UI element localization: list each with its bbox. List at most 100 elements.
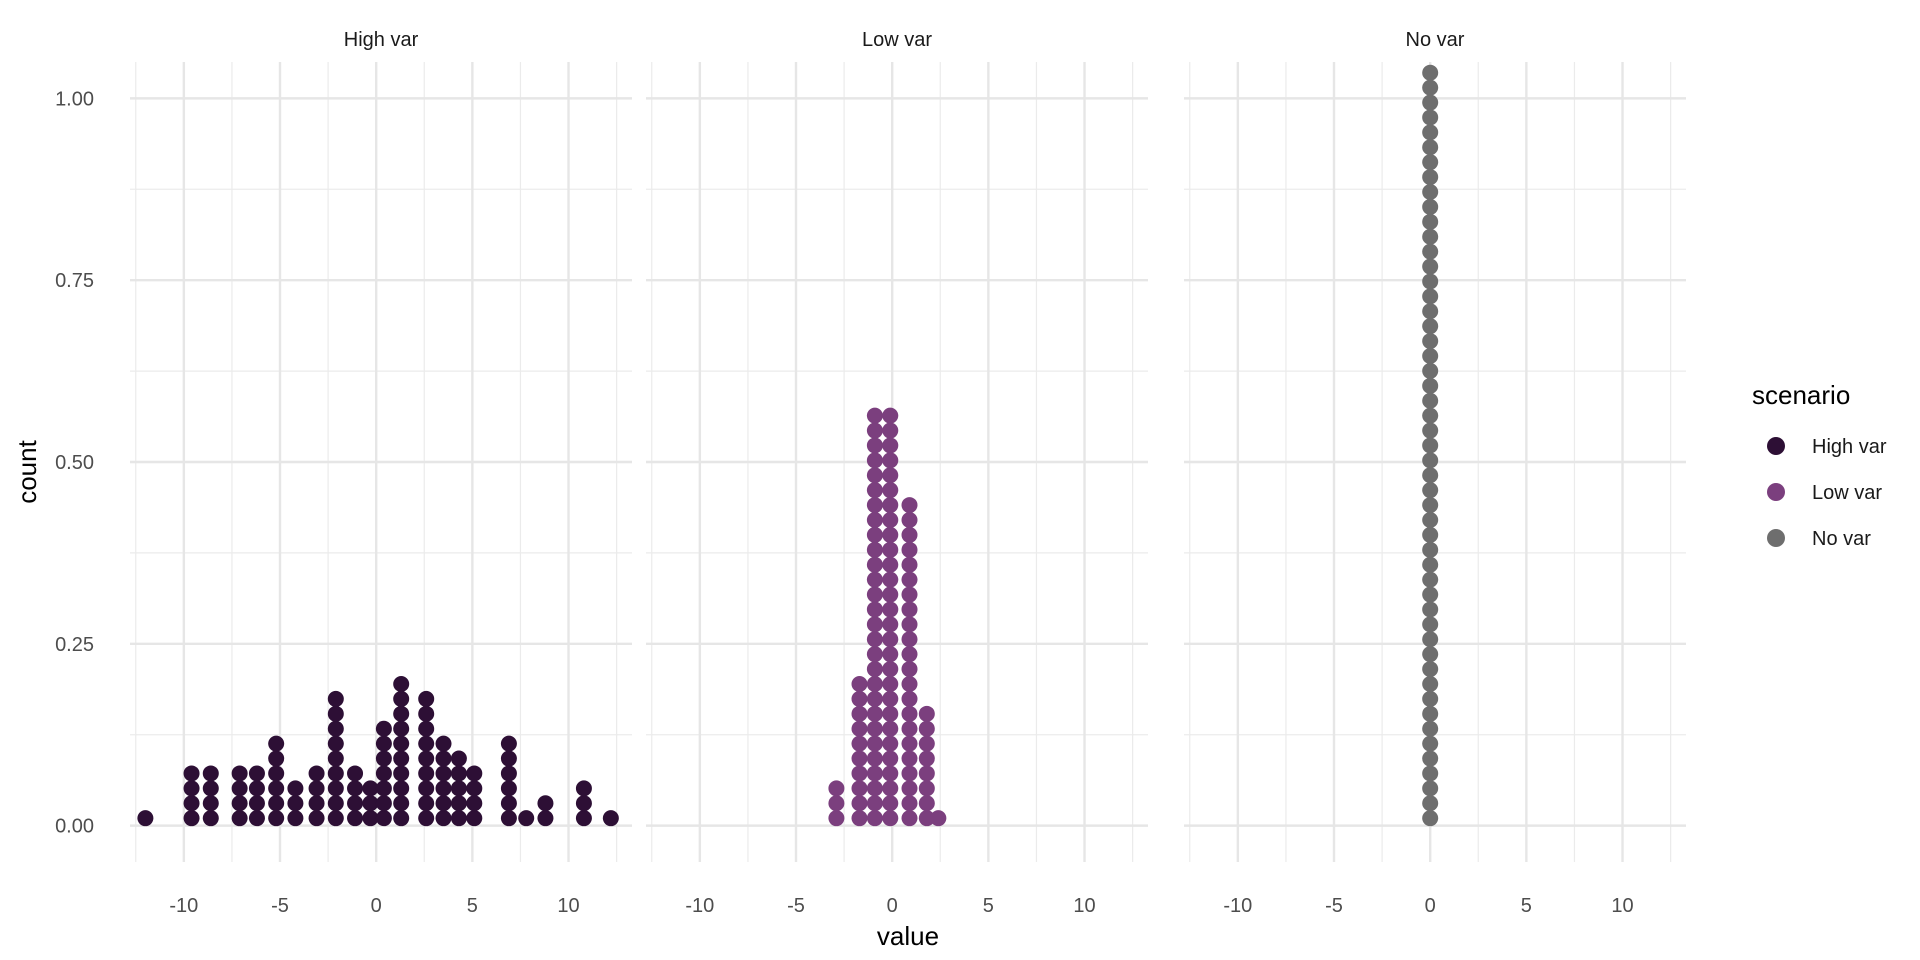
dot bbox=[418, 750, 435, 767]
panels: -10 -5 0 5 10 High var -10 -5 0 5 10 Low var -10 -5 0 5… bbox=[130, 29, 1686, 917]
dot bbox=[393, 765, 410, 782]
dot bbox=[268, 780, 285, 797]
dot bbox=[418, 810, 435, 827]
dot bbox=[851, 780, 868, 797]
dot bbox=[500, 750, 517, 767]
dot bbox=[1422, 362, 1439, 379]
dot bbox=[393, 690, 410, 707]
dot bbox=[1422, 497, 1439, 514]
dot bbox=[362, 810, 379, 827]
dot bbox=[866, 765, 883, 782]
dot bbox=[1422, 676, 1439, 692]
x-tick-label: -5 bbox=[271, 895, 289, 917]
dot bbox=[1422, 422, 1439, 439]
dot bbox=[500, 795, 517, 812]
dot bbox=[901, 616, 918, 633]
dot bbox=[1422, 661, 1439, 678]
dot bbox=[393, 735, 410, 752]
dot bbox=[901, 735, 918, 752]
dot bbox=[866, 750, 883, 767]
dot bbox=[466, 810, 483, 827]
dot bbox=[327, 780, 344, 797]
dot bbox=[137, 810, 154, 827]
dot bbox=[918, 810, 935, 827]
x-tick-label: 5 bbox=[983, 895, 994, 917]
dot bbox=[435, 735, 452, 752]
dot bbox=[537, 810, 554, 827]
dot bbox=[882, 810, 899, 827]
dot bbox=[1422, 139, 1439, 156]
dot bbox=[851, 735, 868, 752]
dot bbox=[901, 661, 918, 678]
dot bbox=[901, 750, 918, 767]
x-tick-label: 10 bbox=[1073, 895, 1095, 917]
dot bbox=[866, 512, 883, 528]
dot bbox=[1422, 512, 1439, 528]
dot bbox=[575, 795, 592, 812]
dot bbox=[882, 497, 899, 514]
dot bbox=[882, 780, 899, 797]
dot bbox=[537, 795, 554, 812]
dot bbox=[882, 676, 899, 692]
dot bbox=[1422, 795, 1439, 812]
dot bbox=[866, 541, 883, 558]
dot bbox=[828, 810, 845, 827]
dot bbox=[1422, 377, 1439, 394]
dot bbox=[1422, 273, 1439, 290]
dot bbox=[435, 795, 452, 812]
legend-key-high-var bbox=[1767, 437, 1785, 455]
dot bbox=[1422, 333, 1439, 350]
dot bbox=[202, 780, 219, 797]
dot bbox=[1422, 258, 1439, 275]
dot bbox=[327, 720, 344, 737]
dot bbox=[450, 810, 467, 827]
dot bbox=[866, 676, 883, 692]
y-axis-title: count bbox=[12, 439, 42, 503]
y-tick-label: 0.00 bbox=[55, 816, 94, 838]
dot bbox=[851, 705, 868, 722]
dot bbox=[393, 810, 410, 827]
dot bbox=[347, 810, 364, 827]
dot bbox=[918, 735, 935, 752]
dot bbox=[393, 676, 410, 692]
dot bbox=[866, 467, 883, 484]
dot bbox=[327, 750, 344, 767]
dot bbox=[375, 750, 392, 767]
dot bbox=[882, 601, 899, 618]
dot bbox=[866, 631, 883, 648]
dot bbox=[918, 705, 935, 722]
dot bbox=[901, 780, 918, 797]
dot bbox=[1422, 243, 1439, 260]
dot bbox=[268, 765, 285, 782]
dot bbox=[418, 795, 435, 812]
dot bbox=[866, 526, 883, 543]
x-tick-label: 0 bbox=[887, 895, 898, 917]
dot bbox=[866, 556, 883, 573]
dot bbox=[327, 810, 344, 827]
dot bbox=[375, 795, 392, 812]
strip-label: No var bbox=[1406, 29, 1465, 51]
dot bbox=[1422, 646, 1439, 663]
dot bbox=[882, 541, 899, 558]
dot bbox=[901, 541, 918, 558]
dot bbox=[866, 661, 883, 678]
dot bbox=[866, 452, 883, 469]
dot bbox=[1422, 407, 1439, 424]
y-tick-label: 0.25 bbox=[55, 634, 94, 656]
dot bbox=[183, 765, 200, 782]
dot bbox=[268, 735, 285, 752]
dot bbox=[450, 795, 467, 812]
dot bbox=[866, 586, 883, 603]
dot bbox=[1422, 303, 1439, 320]
dot bbox=[866, 571, 883, 588]
x-tick-label: -10 bbox=[685, 895, 714, 917]
dot bbox=[1422, 198, 1439, 215]
dot bbox=[375, 810, 392, 827]
dot bbox=[466, 780, 483, 797]
y-tick-label: 0.50 bbox=[55, 452, 94, 474]
dot bbox=[1422, 765, 1439, 782]
dot bbox=[866, 616, 883, 633]
dot bbox=[575, 780, 592, 797]
legend: scenario High var Low var No var bbox=[1752, 380, 1887, 550]
